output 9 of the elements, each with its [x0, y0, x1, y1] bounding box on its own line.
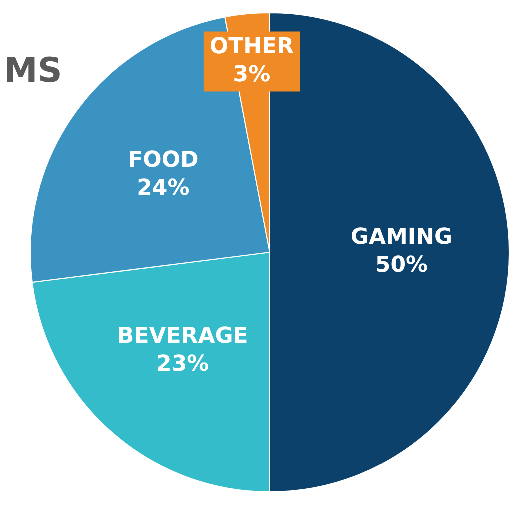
text: MS — [4, 50, 62, 91]
slice-label: OTHER — [210, 34, 294, 60]
slice-label: GAMING — [350, 225, 453, 250]
data-label: 50% — [375, 253, 428, 278]
slice-label: FOOD — [128, 148, 199, 173]
data-label: 23% — [156, 352, 210, 378]
data-label: 3% — [233, 62, 271, 88]
data-label: 24% — [137, 176, 190, 201]
slice-label: BEVERAGE — [117, 324, 248, 350]
